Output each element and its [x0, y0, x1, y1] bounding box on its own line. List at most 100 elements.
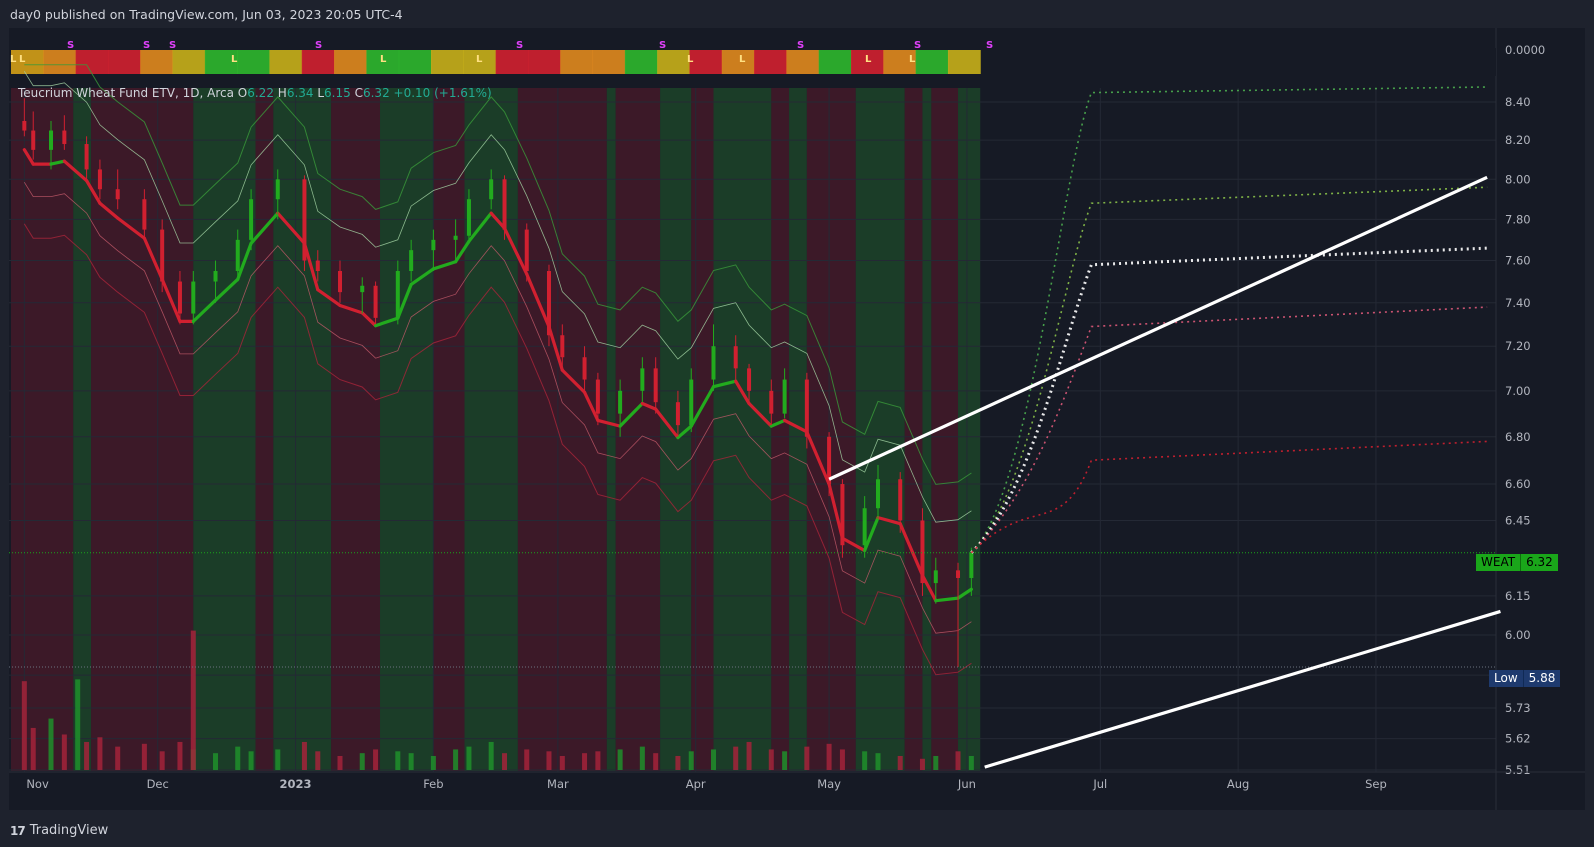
x-tick-label-8: Jul — [1092, 777, 1107, 791]
candle-body-38 — [733, 346, 738, 369]
volume-bar-42 — [804, 746, 810, 770]
trend-band-19 — [855, 88, 905, 771]
y-tick-label-10: 6.45 — [1505, 513, 1531, 527]
candle-body-18 — [360, 285, 365, 293]
x-tick-label-3: Feb — [423, 777, 443, 791]
signal-label-8: S — [516, 40, 523, 51]
candle-body-48 — [920, 520, 925, 584]
candle-body-49 — [933, 570, 938, 584]
legend-open: 6.22 — [247, 86, 274, 100]
candle-body-51 — [969, 552, 974, 578]
candle-body-5 — [97, 169, 102, 190]
trend-band-20 — [904, 88, 923, 771]
trendline-lower — [984, 609, 1501, 769]
trend-ma-segment-51 — [956, 587, 973, 600]
volume-bar-48 — [919, 758, 925, 770]
candle-body-19 — [373, 285, 378, 318]
signal-label-10: L — [687, 54, 694, 65]
legend-low-label: L — [317, 86, 325, 100]
trend-band-7 — [380, 88, 434, 771]
volume-bar-1 — [30, 727, 36, 770]
volume-bar-3 — [61, 734, 67, 770]
volume-bar-12 — [235, 746, 241, 770]
oscillator-segment-4 — [140, 50, 174, 74]
volume-spike-0 — [190, 630, 196, 770]
oscillator-segment-24 — [786, 50, 820, 74]
volume-bar-9 — [177, 741, 183, 770]
trend-band-17 — [789, 88, 807, 771]
candle-body-40 — [769, 390, 774, 414]
trend-ma-segment-41 — [769, 418, 787, 428]
candle-body-15 — [302, 179, 307, 261]
oscillator-segment-16 — [527, 50, 561, 74]
volume-bar-51 — [968, 755, 974, 770]
trend-band-18 — [806, 88, 856, 771]
envelope-upper-inner — [23, 71, 972, 523]
legend-high: 6.34 — [286, 86, 314, 100]
trend-ma-segment-40 — [747, 401, 773, 428]
legend-close-label: C — [354, 86, 363, 100]
trend-ma-segment-49 — [920, 573, 938, 603]
candle-body-1 — [31, 130, 36, 150]
trend-band-0 — [11, 88, 74, 771]
candle-body-28 — [546, 271, 551, 336]
oscillator-segment-10 — [334, 50, 367, 74]
candle-body-13 — [249, 199, 254, 240]
candle-body-2 — [49, 130, 54, 150]
candle-body-14 — [275, 179, 280, 200]
y-tick-label-0: 8.40 — [1505, 95, 1531, 109]
volume-bar-25 — [488, 741, 494, 770]
oscillator-segment-19 — [624, 50, 658, 74]
candle-body-0 — [22, 120, 27, 131]
candle-body-39 — [747, 368, 752, 391]
y-tick-label-6: 7.20 — [1505, 339, 1531, 353]
chart-panel[interactable]: 8.40 8.20 8.00 7.80 7.60 7.40 7.20 7.00 6.80 6.60… — [9, 28, 1585, 810]
volume-bar-24 — [466, 746, 472, 770]
last-price-tag: WEAT 6.32 — [1476, 554, 1558, 571]
trend-ma-segment-13 — [236, 241, 253, 281]
trend-ma-segment-1 — [22, 148, 35, 166]
volume-bar-29 — [559, 755, 565, 770]
trend-ma-segment-38 — [711, 379, 738, 389]
candle-body-22 — [431, 239, 436, 251]
signal-label-7: L — [476, 54, 483, 65]
signal-label-6: L — [380, 54, 387, 65]
volume-bar-2 — [48, 718, 54, 770]
projection-pink — [970, 306, 1488, 554]
tradingview-logo[interactable]: 17 TradingView — [10, 823, 108, 838]
y-tick-label-11: 6.15 — [1505, 589, 1531, 603]
y-tick-label-5: 7.40 — [1505, 296, 1531, 310]
y-tick-label-2: 8.00 — [1505, 172, 1531, 186]
projection-green-inner — [970, 186, 1488, 554]
volume-bar-47 — [897, 755, 903, 770]
oscillator-segment-3 — [107, 50, 141, 74]
volume-bar-15 — [301, 741, 307, 770]
trend-ma-segment-31 — [582, 390, 600, 423]
trend-band-1 — [73, 88, 92, 771]
candle-body-31 — [595, 379, 600, 414]
trend-ma-segment-20 — [373, 316, 400, 328]
candle-body-7 — [142, 199, 147, 230]
bottom-bar — [0, 810, 1594, 847]
x-tick-label-6: May — [817, 777, 841, 791]
oscillator-segment-20 — [657, 50, 690, 74]
volume-spike-1 — [75, 679, 81, 770]
envelope-lower-outer — [23, 223, 972, 676]
trend-band-21 — [922, 88, 932, 771]
oscillator-segment-2 — [75, 50, 109, 74]
trend-ma-segment-29 — [547, 325, 564, 372]
trend-ma-segment-3 — [49, 159, 66, 166]
price-chart[interactable]: 8.40 8.20 8.00 7.80 7.60 7.40 7.20 7.00 6.80 6.60… — [9, 28, 1585, 810]
oscillator-segment-28 — [915, 50, 949, 74]
signal-label-11: L — [739, 54, 746, 65]
oscillator-segment-18 — [592, 50, 626, 74]
trend-ma-segment-30 — [560, 368, 587, 394]
trend-band-5 — [273, 88, 332, 771]
publisher-text: day0 published on TradingView.com, Jun 0… — [10, 7, 403, 22]
volume-bar-6 — [115, 746, 121, 770]
trend-band-23 — [958, 88, 981, 771]
oscillator-segment-21 — [689, 50, 723, 74]
trend-ma-segment-7 — [116, 216, 146, 240]
signal-label-13: L — [865, 54, 872, 65]
oscillator-segment-26 — [851, 50, 884, 74]
